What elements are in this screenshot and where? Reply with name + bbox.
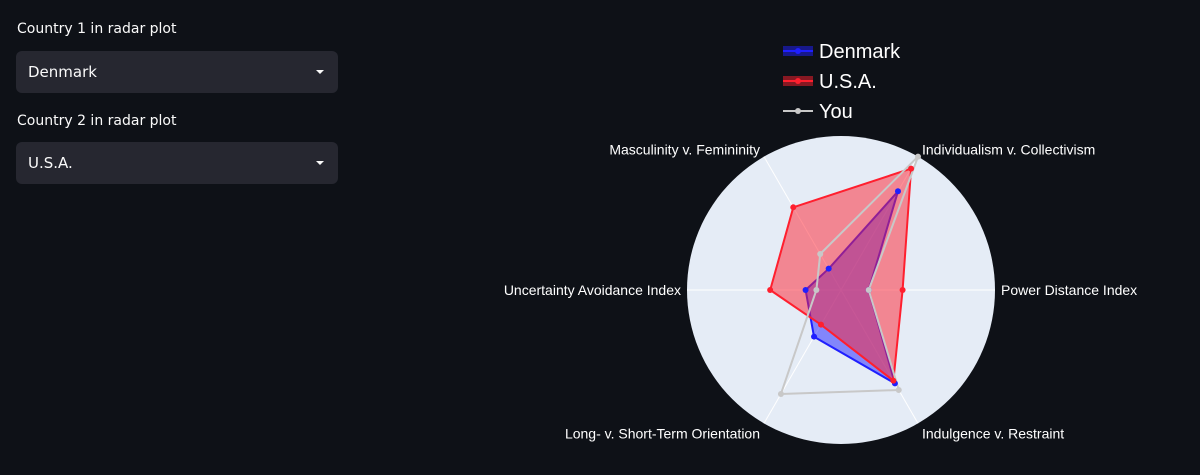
data-point [865, 287, 872, 293]
data-point [908, 165, 915, 172]
legend-label: U.S.A. [819, 71, 877, 93]
data-point [890, 377, 897, 384]
axis-label: Uncertainty Avoidance Index [504, 282, 681, 298]
legend-marker [795, 48, 801, 54]
data-point [894, 188, 901, 195]
chevron-down-icon [316, 70, 324, 74]
data-point [817, 250, 824, 257]
legend-label: Denmark [819, 41, 901, 63]
data-point [767, 287, 774, 293]
country1-select[interactable]: Denmark [16, 51, 338, 93]
data-point [802, 287, 809, 293]
country2-select[interactable]: U.S.A. [16, 142, 338, 184]
legend-marker [795, 108, 801, 114]
data-point [790, 204, 797, 211]
legend-marker [795, 78, 801, 84]
axis-label: Indulgence v. Restraint [922, 425, 1064, 441]
radar-chart: Power Distance Index Individualism v. Col… [504, 41, 1137, 444]
data-point [813, 287, 820, 293]
country1-value: Denmark [28, 63, 97, 81]
data-point [825, 265, 832, 272]
country2-value: U.S.A. [28, 154, 73, 172]
data-point [817, 321, 824, 328]
chevron-down-icon [316, 161, 324, 165]
data-point [811, 333, 818, 340]
data-point [915, 153, 921, 160]
axis-label: Power Distance Index [1001, 282, 1137, 298]
axis-label: Masculinity v. Femininity [609, 142, 760, 158]
country2-label: Country 2 in radar plot [17, 113, 177, 129]
axis-label: Long- v. Short-Term Orientation [565, 425, 760, 441]
data-point [777, 391, 784, 398]
axis-label: Individualism v. Collectivism [922, 142, 1095, 158]
legend-label: You [819, 101, 853, 123]
data-point [895, 387, 902, 394]
country1-label: Country 1 in radar plot [17, 21, 177, 37]
data-point [899, 287, 906, 293]
